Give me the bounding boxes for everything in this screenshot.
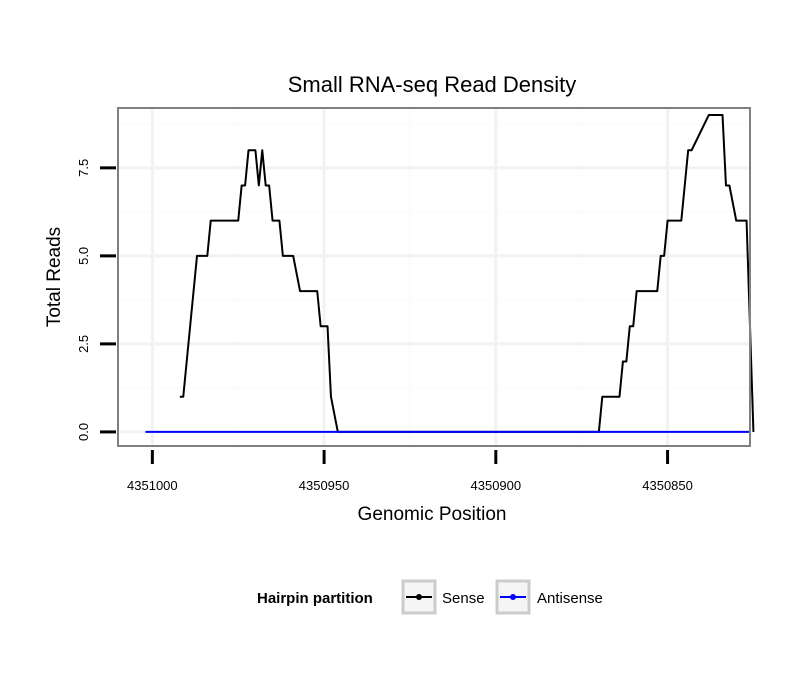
x-axis-title: Genomic Position <box>358 504 507 525</box>
legend-point-antisense <box>510 594 516 600</box>
x-axis: 4351000 4350950 4350900 4350850 <box>127 450 693 493</box>
series-layer <box>145 114 755 433</box>
x-tick-label-0: 4351000 <box>127 478 178 493</box>
x-tick-label-3: 4350850 <box>642 478 693 493</box>
chart-title: Small RNA-seq Read Density <box>288 72 577 97</box>
legend-point-sense <box>416 594 422 600</box>
plot-border <box>117 107 751 447</box>
legend-label-sense: Sense <box>442 590 485 607</box>
y-tick-label-3: 7.5 <box>76 159 91 177</box>
x-tick-label-2: 4350900 <box>471 478 522 493</box>
plot-background <box>118 108 750 446</box>
y-axis: 0.0 2.5 5.0 7.5 <box>76 159 116 441</box>
legend-label-antisense: Antisense <box>537 590 603 607</box>
x-tick-label-1: 4350950 <box>299 478 350 493</box>
y-tick-label-0: 0.0 <box>76 423 91 441</box>
y-tick-label-2: 5.0 <box>76 247 91 265</box>
legend: Hairpin partition Sense Antisense <box>257 579 603 615</box>
y-tick-label-1: 2.5 <box>76 335 91 353</box>
y-axis-title: Total Reads <box>44 227 65 327</box>
legend-title: Hairpin partition <box>257 590 373 607</box>
